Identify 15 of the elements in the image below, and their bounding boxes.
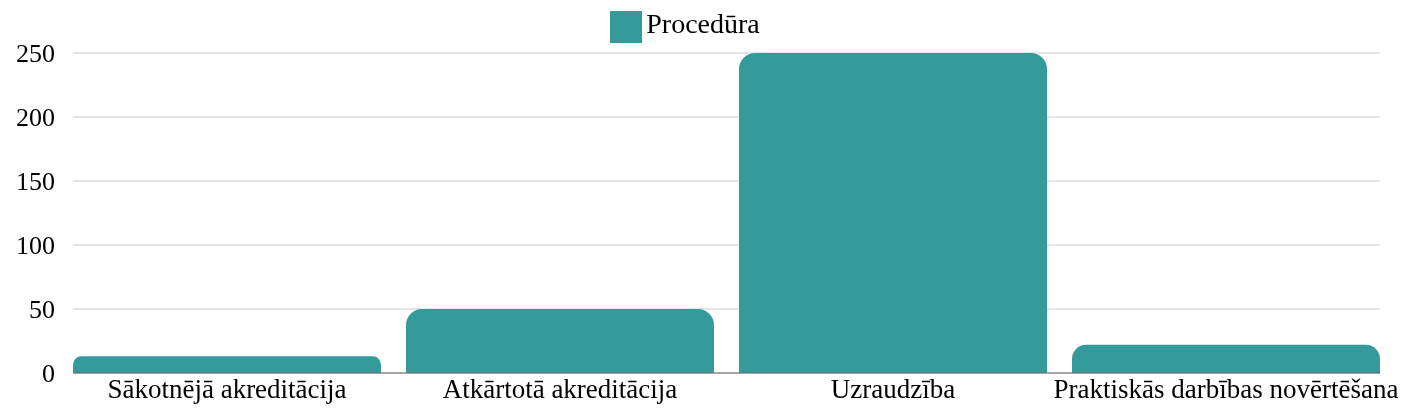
y-tick-label: 100 bbox=[16, 231, 55, 261]
y-tick-label: 0 bbox=[42, 359, 55, 389]
y-tick-label: 200 bbox=[16, 103, 55, 133]
x-tick-label: Praktiskās darbības novērtēšana bbox=[1053, 374, 1399, 405]
x-tick-label: Uzraudzība bbox=[830, 374, 956, 405]
x-tick-label: Atkārtotā akreditācija bbox=[442, 374, 678, 405]
x-tick-label: Sākotnējā akreditācija bbox=[107, 374, 347, 405]
bar bbox=[406, 309, 714, 373]
y-tick-label: 150 bbox=[16, 167, 55, 197]
y-tick-label: 250 bbox=[16, 39, 55, 69]
legend-label: Procedūra bbox=[646, 8, 760, 39]
bar bbox=[73, 356, 381, 373]
bar bbox=[739, 53, 1047, 373]
y-tick-label: 50 bbox=[29, 295, 55, 325]
bar bbox=[1072, 344, 1380, 373]
